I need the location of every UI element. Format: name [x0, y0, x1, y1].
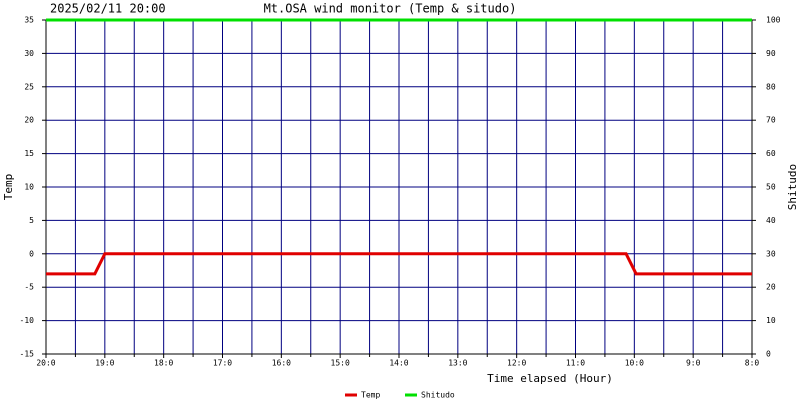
y-tick-label: 15 — [24, 149, 34, 158]
x-tick-label: 10:0 — [625, 359, 644, 368]
y2-tick-label: 50 — [766, 183, 776, 192]
y-tick-label: 30 — [24, 49, 34, 58]
y-tick-label: -15 — [20, 350, 35, 359]
x-tick-label: 14:0 — [389, 359, 408, 368]
x-tick-label: 9:0 — [686, 359, 701, 368]
y-axis-label: Temp — [2, 174, 15, 201]
legend-label: Temp — [361, 391, 380, 400]
line-series — [46, 252, 752, 276]
y-tick-label: 5 — [29, 216, 34, 225]
legend-label: Shitudo — [421, 391, 455, 400]
y2-tick-label: 90 — [766, 49, 776, 58]
y2-tick-label: 100 — [766, 16, 781, 25]
y-tick-label: -5 — [24, 283, 34, 292]
y2-tick-label: 0 — [766, 350, 771, 359]
y-tick-label: 0 — [29, 249, 34, 258]
x-tick-label: 8:0 — [745, 359, 760, 368]
y2-tick-label: 70 — [766, 116, 776, 125]
x-tick-label: 12:0 — [507, 359, 526, 368]
x-tick-label: 18:0 — [154, 359, 173, 368]
y-tick-label: 20 — [24, 116, 34, 125]
y2-tick-label: 20 — [766, 283, 776, 292]
y-tick-label: 10 — [24, 183, 34, 192]
x-tick-label: 13:0 — [448, 359, 467, 368]
chart-subtitle: 2025/02/11 20:00 — [50, 2, 166, 16]
x-tick-label: 16:0 — [272, 359, 291, 368]
chart-title: Mt.OSA wind monitor (Temp & situdo) — [264, 2, 517, 16]
y-tick-label: 35 — [24, 16, 34, 25]
y2-tick-label: 60 — [766, 149, 776, 158]
x-axis-label: Time elapsed (Hour) — [487, 372, 613, 385]
x-tick-label: 20:0 — [36, 359, 55, 368]
x-tick-label: 11:0 — [566, 359, 585, 368]
y2-tick-label: 10 — [766, 316, 776, 325]
y2-tick-label: 80 — [766, 82, 776, 91]
x-tick-label: 17:0 — [213, 359, 232, 368]
y2-tick-label: 40 — [766, 216, 776, 225]
y2-tick-label: 30 — [766, 249, 776, 258]
y-tick-label: 25 — [24, 82, 34, 91]
x-tick-label: 15:0 — [331, 359, 350, 368]
y2-axis-label: Shitudo — [786, 164, 799, 210]
x-tick-label: 19:0 — [95, 359, 114, 368]
y-tick-label: -10 — [20, 316, 35, 325]
